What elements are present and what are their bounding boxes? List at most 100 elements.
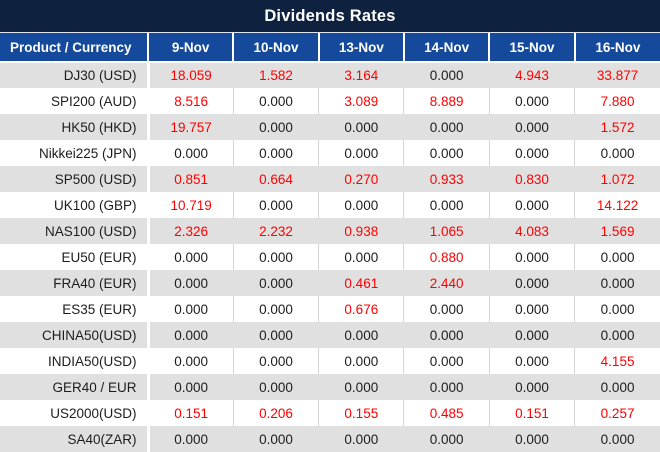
table-row: SP500 (USD) 0.851 0.664 0.270 0.933 0.830 1.07… — [0, 166, 660, 192]
product-cell: SP500 (USD) — [0, 166, 148, 192]
value-cell: 0.000 — [488, 192, 575, 218]
value-cell: 0.000 — [403, 426, 490, 452]
value-cell: 0.000 — [403, 296, 490, 322]
value-cell: 0.000 — [318, 374, 404, 400]
value-cell: 0.151 — [146, 400, 234, 426]
product-cell: EU50 (EUR) — [61, 249, 137, 265]
value-cell: 0.000 — [403, 322, 490, 348]
value-cell: 4.943 — [489, 62, 575, 88]
table-row: Nikkei225 (JPN) 0.000 0.000 0.000 0.000 0.000… — [0, 140, 660, 166]
date-column-header: 16-Nov — [573, 33, 660, 63]
value-cell: 0.000 — [574, 270, 660, 296]
product-cell: GER40 / EUR — [0, 374, 148, 400]
value-cell: 3.164 — [318, 62, 404, 88]
value-cell: 2.440 — [403, 270, 490, 296]
value-cell: 7.880 — [574, 88, 660, 114]
value-cell: 0.000 — [146, 296, 234, 322]
value-cell: 3.089 — [318, 88, 404, 114]
value-cell: 0.000 — [146, 374, 234, 400]
value-cell: 0.000 — [146, 348, 234, 374]
value-cell: 0.000 — [488, 88, 575, 114]
date-column-header: 14-Nov — [402, 33, 490, 63]
product-cell: SA40(ZAR) — [0, 426, 148, 452]
product-cell: CHINA50(USD) — [0, 322, 148, 348]
value-cell: 0.000 — [403, 192, 490, 218]
value-cell: 0.933 — [403, 166, 490, 192]
value-cell: 0.000 — [403, 62, 490, 88]
value-cell: 0.000 — [489, 322, 575, 348]
value-cell: 0.000 — [574, 426, 660, 452]
value-cell: 0.000 — [574, 322, 660, 348]
value-cell: 0.461 — [318, 270, 404, 296]
value-cell: 0.000 — [488, 296, 575, 322]
value-cell: 0.000 — [403, 114, 490, 140]
value-cell: 0.270 — [318, 166, 404, 192]
value-cell: 0.000 — [146, 322, 234, 348]
value-cell: 0.000 — [146, 244, 234, 270]
value-cell: 0.000 — [488, 244, 575, 270]
value-cell: 4.083 — [489, 218, 575, 244]
value-cell: 8.516 — [146, 88, 234, 114]
value-cell: 0.000 — [488, 140, 575, 166]
value-cell: 1.582 — [233, 62, 319, 88]
table-row: ES35 (EUR) 0.000 0.000 0.676 0.000 0.000 0.000 — [0, 296, 660, 322]
table-row: GER40 / EUR 0.000 0.000 0.000 0.000 0.000 0.00… — [0, 374, 660, 400]
value-cell: 0.206 — [232, 400, 319, 426]
value-cell: 1.065 — [403, 218, 490, 244]
value-cell: 1.572 — [574, 114, 660, 140]
value-cell: 0.000 — [233, 426, 319, 452]
value-cell: 0.000 — [232, 244, 319, 270]
product-cell: HK50 (HKD) — [0, 114, 148, 140]
product-cell: Nikkei225 (JPN) — [38, 145, 137, 161]
value-cell: 19.757 — [146, 114, 234, 140]
value-cell: 2.232 — [233, 218, 319, 244]
product-cell: INDIA50(USD) — [47, 353, 137, 369]
value-cell: 4.155 — [574, 348, 660, 374]
value-cell: 0.000 — [233, 322, 319, 348]
value-cell: 0.000 — [232, 192, 319, 218]
value-cell: 0.000 — [403, 140, 490, 166]
product-currency-header: Product / Currency — [0, 33, 148, 63]
value-cell: 2.326 — [146, 218, 234, 244]
title-bar: Dividends Rates — [0, 0, 660, 33]
product-cell: NAS100 (USD) — [0, 218, 148, 244]
value-cell: 0.664 — [233, 166, 319, 192]
value-cell: 0.000 — [489, 374, 575, 400]
value-cell: 0.676 — [318, 296, 404, 322]
value-cell: 0.000 — [403, 374, 490, 400]
value-cell: 0.938 — [318, 218, 404, 244]
value-cell: 0.000 — [574, 374, 660, 400]
value-cell: 0.000 — [489, 114, 575, 140]
value-cell: 1.569 — [574, 218, 660, 244]
product-cell: ES35 (EUR) — [62, 301, 137, 317]
value-cell: 0.000 — [318, 426, 404, 452]
date-column-header: 13-Nov — [317, 33, 404, 63]
date-column-header: 10-Nov — [232, 33, 319, 63]
value-cell: 1.072 — [574, 166, 660, 192]
table-row: CHINA50(USD) 0.000 0.000 0.000 0.000 0.000 0.0… — [0, 322, 660, 348]
header-row: Product / Currency 9-Nov 10-Nov 13-Nov 14-N… — [0, 33, 660, 63]
value-cell: 0.000 — [318, 322, 404, 348]
table-row: US2000(USD) 0.151 0.206 0.155 0.485 0.151 0.25… — [0, 400, 660, 426]
value-cell: 0.000 — [233, 374, 319, 400]
value-cell: 0.155 — [318, 400, 404, 426]
table-row: INDIA50(USD) 0.000 0.000 0.000 0.000 0.000 4.1… — [0, 348, 660, 374]
product-cell: SPI200 (AUD) — [50, 93, 137, 109]
product-cell: FRA40 (EUR) — [0, 270, 148, 296]
value-cell: 0.830 — [489, 166, 575, 192]
value-cell: 0.000 — [232, 88, 319, 114]
table-row: NAS100 (USD) 2.326 2.232 0.938 1.065 4.083 1.5… — [0, 218, 660, 244]
product-cell: US2000(USD) — [50, 405, 137, 421]
value-cell: 0.000 — [488, 348, 575, 374]
table-row: DJ30 (USD) 18.059 1.582 3.164 0.000 4.943 33.8… — [0, 62, 660, 88]
value-cell: 0.000 — [318, 348, 404, 374]
value-cell: 0.000 — [318, 114, 404, 140]
value-cell: 10.719 — [146, 192, 234, 218]
value-cell: 0.000 — [232, 140, 319, 166]
table-row: EU50 (EUR) 0.000 0.000 0.000 0.880 0.000 0.000 — [0, 244, 660, 270]
value-cell: 0.000 — [318, 140, 404, 166]
value-cell: 0.000 — [489, 426, 575, 452]
page-title: Dividends Rates — [264, 6, 396, 25]
value-cell: 0.851 — [146, 166, 234, 192]
product-cell: DJ30 (USD) — [0, 62, 148, 88]
